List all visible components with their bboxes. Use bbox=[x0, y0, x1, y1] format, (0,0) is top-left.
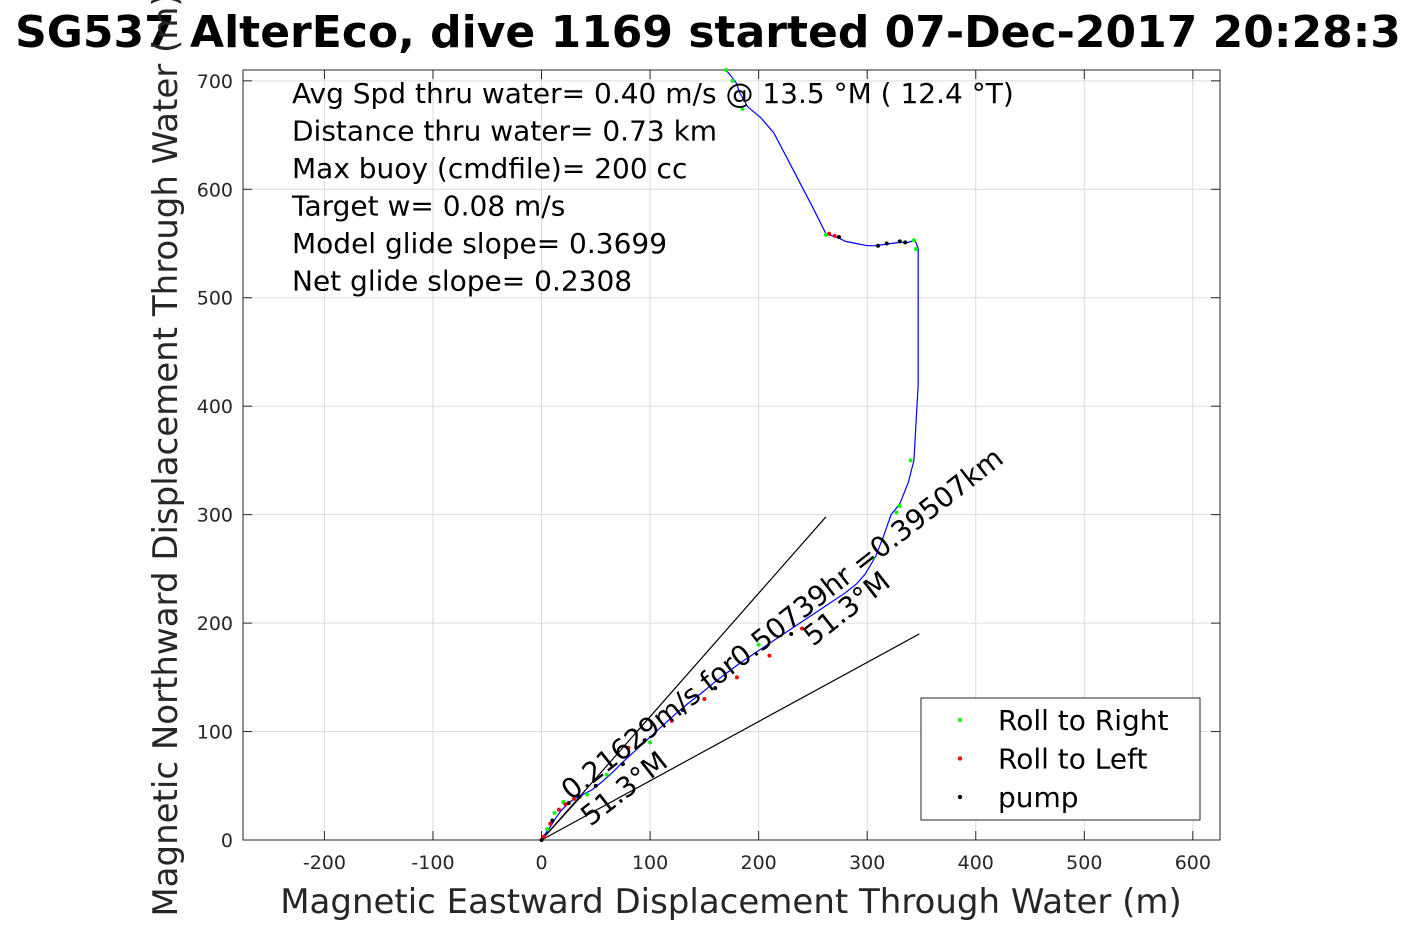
point-pump bbox=[642, 738, 647, 743]
point-roll-to-right bbox=[911, 238, 916, 243]
info-line: Model glide slope= 0.3699 bbox=[292, 227, 667, 260]
point-roll-to-left bbox=[702, 697, 707, 702]
axes-box bbox=[242, 69, 1221, 841]
heading-fan-line bbox=[541, 633, 920, 841]
point-roll-to-left bbox=[832, 233, 837, 238]
point-roll-to-left bbox=[827, 231, 832, 236]
point-pump bbox=[789, 631, 794, 636]
y-tick-label: 100 bbox=[197, 722, 233, 744]
x-tick-label: 600 bbox=[1175, 852, 1211, 874]
point-roll-to-right bbox=[604, 772, 609, 777]
point-roll-to-left bbox=[541, 834, 546, 839]
point-roll-to-right bbox=[552, 810, 557, 815]
point-roll-to-left bbox=[767, 653, 772, 658]
legend-marker bbox=[957, 756, 963, 761]
point-roll-to-right bbox=[585, 792, 590, 797]
point-roll-to-right bbox=[914, 246, 919, 251]
point-roll-to-right bbox=[740, 107, 745, 112]
y-tick-label: 500 bbox=[197, 288, 233, 310]
point-roll-to-left bbox=[572, 796, 577, 801]
x-tick-label: 500 bbox=[1066, 852, 1102, 874]
info-line: Net glide slope= 0.2308 bbox=[292, 265, 632, 298]
legend-entry: Roll to Left bbox=[998, 743, 1147, 776]
legend-box bbox=[920, 697, 1201, 821]
y-tick-label: 600 bbox=[197, 179, 233, 201]
chart-title: SG537 AlterEco, dive 1169 started 07-Dec… bbox=[15, 7, 1401, 58]
y-tick-label: 400 bbox=[197, 396, 233, 418]
point-roll-to-right bbox=[730, 78, 735, 83]
x-tick-label: 200 bbox=[741, 852, 777, 874]
y-tick-label: 300 bbox=[197, 505, 233, 527]
info-line: Distance thru water= 0.73 km bbox=[292, 115, 717, 148]
info-line: Max buoy (cmdfile)= 200 cc bbox=[292, 152, 687, 185]
point-pump bbox=[566, 801, 571, 806]
point-pump bbox=[836, 235, 841, 240]
point-pump bbox=[620, 762, 625, 767]
y-axis-label: Magnetic Northward Displacement Through … bbox=[146, 0, 186, 917]
point-roll-to-left bbox=[563, 802, 568, 807]
point-roll-to-right bbox=[648, 740, 653, 745]
info-line: Avg Spd thru water= 0.40 m/s @ 13.5 °M (… bbox=[292, 77, 1014, 110]
point-pump bbox=[884, 241, 889, 246]
x-tick-label: 100 bbox=[632, 852, 668, 874]
x-tick-label: -100 bbox=[411, 852, 454, 874]
legend: Roll to Right Roll to Left pump bbox=[920, 697, 1201, 821]
y-tick-label: 700 bbox=[197, 71, 233, 93]
legend-marker bbox=[957, 794, 963, 800]
y-tick-label: 200 bbox=[197, 613, 233, 635]
point-roll-to-right bbox=[894, 510, 899, 515]
heading-fan-lines bbox=[541, 516, 920, 841]
axis-ticks: -200 -100 0 100 200 300 400 500 600 0 100 200 300 400… bbox=[197, 70, 1220, 874]
heading-fan-line bbox=[541, 516, 827, 841]
point-pump bbox=[593, 783, 598, 788]
info-text-block: Avg Spd thru water= 0.40 m/s @ 13.5 °M (… bbox=[291, 77, 1014, 298]
x-axis-label: Magnetic Eastward Displacement Through W… bbox=[280, 882, 1182, 922]
x-tick-label: 300 bbox=[849, 852, 885, 874]
y-tick-label: 0 bbox=[221, 830, 233, 852]
point-roll-to-left bbox=[548, 821, 553, 826]
point-roll-to-right bbox=[724, 68, 729, 72]
heading-fan-line bbox=[541, 794, 584, 841]
point-roll-to-right bbox=[823, 232, 828, 237]
point-roll-to-right bbox=[870, 556, 875, 561]
point-pump bbox=[550, 818, 555, 823]
point-markers bbox=[539, 68, 919, 842]
point-roll-to-left bbox=[626, 745, 631, 750]
x-tick-label: 400 bbox=[958, 852, 994, 874]
legend-marker bbox=[957, 717, 963, 723]
point-roll-to-left bbox=[800, 626, 805, 631]
legend-entry: Roll to Right bbox=[998, 704, 1169, 737]
point-pump bbox=[897, 239, 902, 244]
point-roll-to-left bbox=[734, 675, 739, 680]
point-roll-to-left bbox=[556, 807, 561, 812]
point-roll-to-right bbox=[544, 827, 549, 832]
x-tick-label: -200 bbox=[303, 852, 346, 874]
point-pump bbox=[713, 686, 718, 691]
point-pump bbox=[876, 243, 881, 248]
point-roll-to-right bbox=[756, 642, 761, 647]
point-roll-to-left bbox=[669, 718, 674, 723]
point-pump bbox=[680, 707, 685, 712]
point-pump bbox=[903, 240, 908, 245]
x-tick-label: 0 bbox=[535, 852, 547, 874]
point-roll-to-right bbox=[897, 503, 902, 508]
legend-entry: pump bbox=[998, 781, 1079, 814]
point-pump bbox=[539, 838, 544, 842]
point-pump bbox=[577, 794, 582, 799]
info-line: Target w= 0.08 m/s bbox=[291, 190, 565, 223]
point-roll-to-right bbox=[908, 458, 913, 463]
